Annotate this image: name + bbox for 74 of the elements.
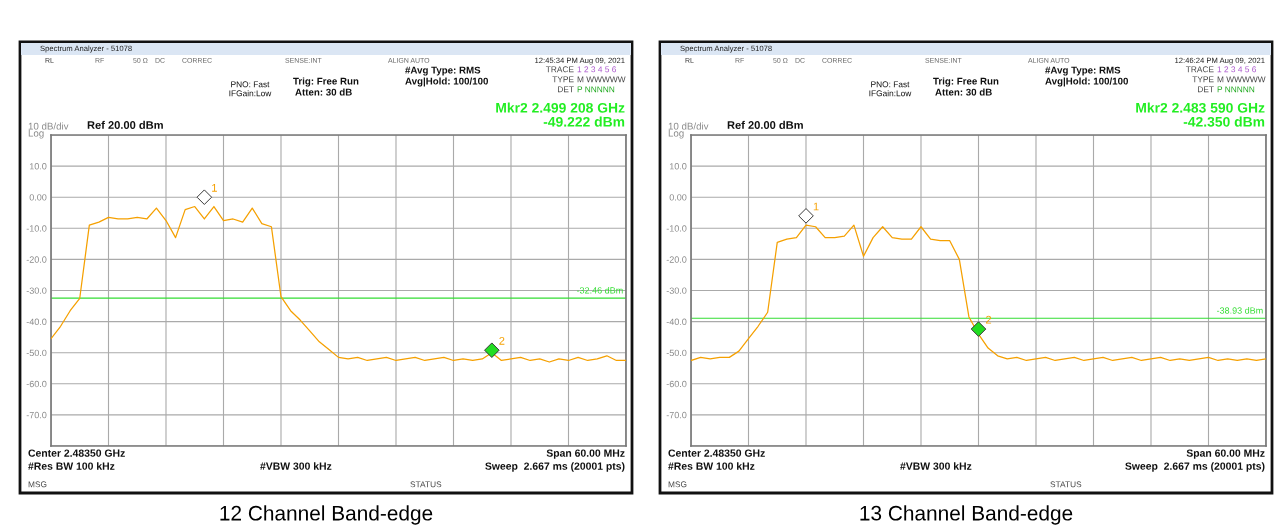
- y-tick-label: -50.0: [666, 349, 687, 357]
- series-label: 2: [986, 315, 992, 324]
- y-tick-label: 0.00: [29, 194, 47, 201]
- text: Span 60.00 MHz: [1186, 449, 1265, 459]
- y-tick-label: -60.0: [666, 380, 687, 388]
- text: 13 Channel Band-edge: [860, 505, 1073, 525]
- text: 10 dB/div: [668, 122, 709, 130]
- text: P NNNNN: [1217, 86, 1255, 93]
- text: IFGain:Low: [869, 90, 912, 97]
- y-tick-label: -60.0: [26, 380, 47, 388]
- text: Center 2.48350 GHz: [28, 449, 125, 457]
- text: Avg|Hold: 100/100: [405, 77, 489, 87]
- y-tick-label: -40.0: [26, 318, 47, 325]
- y-tick-label: -40.0: [666, 318, 687, 325]
- y-tick-label: 10.0: [669, 163, 687, 170]
- text: Span 60.00 MHz: [546, 449, 625, 459]
- y-tick-label: 10.0: [29, 163, 47, 170]
- text: TYPE: [1192, 76, 1214, 83]
- text: TYPE: [552, 76, 574, 83]
- text: -49.222 dBm: [543, 116, 625, 127]
- ref-line-label: -38.93 dBm: [1216, 307, 1263, 314]
- text: #Res BW 100 kHz: [28, 462, 115, 470]
- y-tick-label: -30.0: [666, 287, 687, 294]
- text: 1 2 3 4 5 6: [577, 66, 617, 73]
- text: #Res BW 100 kHz: [668, 462, 755, 470]
- text: Atten: 30 dB: [295, 88, 352, 96]
- text: 10 dB/div: [28, 122, 69, 130]
- text: DET: [1198, 86, 1214, 93]
- y-tick-label: 0.00: [669, 194, 687, 201]
- text: -42.350 dBm: [1183, 116, 1265, 127]
- series-label: 1: [212, 184, 217, 192]
- y-tick-label: -10.0: [666, 225, 687, 232]
- text: #VBW 300 kHz: [260, 462, 332, 470]
- series-label: 2: [499, 336, 505, 345]
- text: #Avg Type: RMS: [405, 66, 481, 76]
- y-tick-label: -10.0: [26, 225, 47, 232]
- text: #VBW 300 kHz: [900, 462, 972, 470]
- text: M WWWWW: [577, 76, 626, 83]
- text: MSG: [28, 481, 47, 488]
- text: #Avg Type: RMS: [1045, 66, 1121, 76]
- text: PNO: Fast: [871, 81, 910, 88]
- text: MSG: [668, 481, 687, 488]
- text: Log: [28, 129, 44, 139]
- y-tick-label: -50.0: [26, 349, 47, 357]
- text: P NNNNN: [577, 86, 615, 93]
- text: PNO: Fast: [231, 81, 270, 88]
- text: Log: [668, 129, 684, 139]
- text: Center 2.48350 GHz: [668, 449, 765, 457]
- y-tick-label: -70.0: [26, 411, 47, 419]
- text: DET: [558, 86, 574, 93]
- text: Ref 20.00 dBm: [87, 120, 163, 129]
- text: M WWWWW: [1217, 76, 1266, 83]
- text: Trig: Free Run: [933, 77, 999, 87]
- text: 12 Channel Band-edge: [220, 505, 433, 525]
- text: Atten: 30 dB: [935, 88, 992, 96]
- y-tick-label: -20.0: [666, 256, 687, 263]
- text: Sweep 2.667 ms (20001 pts): [1125, 462, 1265, 472]
- text: Avg|Hold: 100/100: [1045, 77, 1129, 87]
- y-tick-label: -70.0: [666, 411, 687, 419]
- ref-line-label: -32.46 dBm: [576, 286, 623, 294]
- y-tick-label: -20.0: [26, 256, 47, 263]
- text: TRACE: [545, 66, 574, 73]
- text: Sweep 2.667 ms (20001 pts): [485, 462, 625, 472]
- text: 1 2 3 4 5 6: [1217, 66, 1257, 73]
- text: STATUS: [410, 481, 442, 488]
- series-label: 1: [813, 202, 819, 211]
- text: Mkr2 2.499 208 GHz: [496, 102, 625, 113]
- text: Mkr2 2.483 590 GHz: [1136, 102, 1265, 113]
- text: IFGain:Low: [229, 90, 272, 97]
- text: Trig: Free Run: [293, 77, 359, 87]
- text: Ref 20.00 dBm: [727, 120, 803, 129]
- text: TRACE: [1185, 66, 1214, 73]
- text: STATUS: [1050, 481, 1082, 488]
- y-tick-label: -30.0: [26, 287, 47, 294]
